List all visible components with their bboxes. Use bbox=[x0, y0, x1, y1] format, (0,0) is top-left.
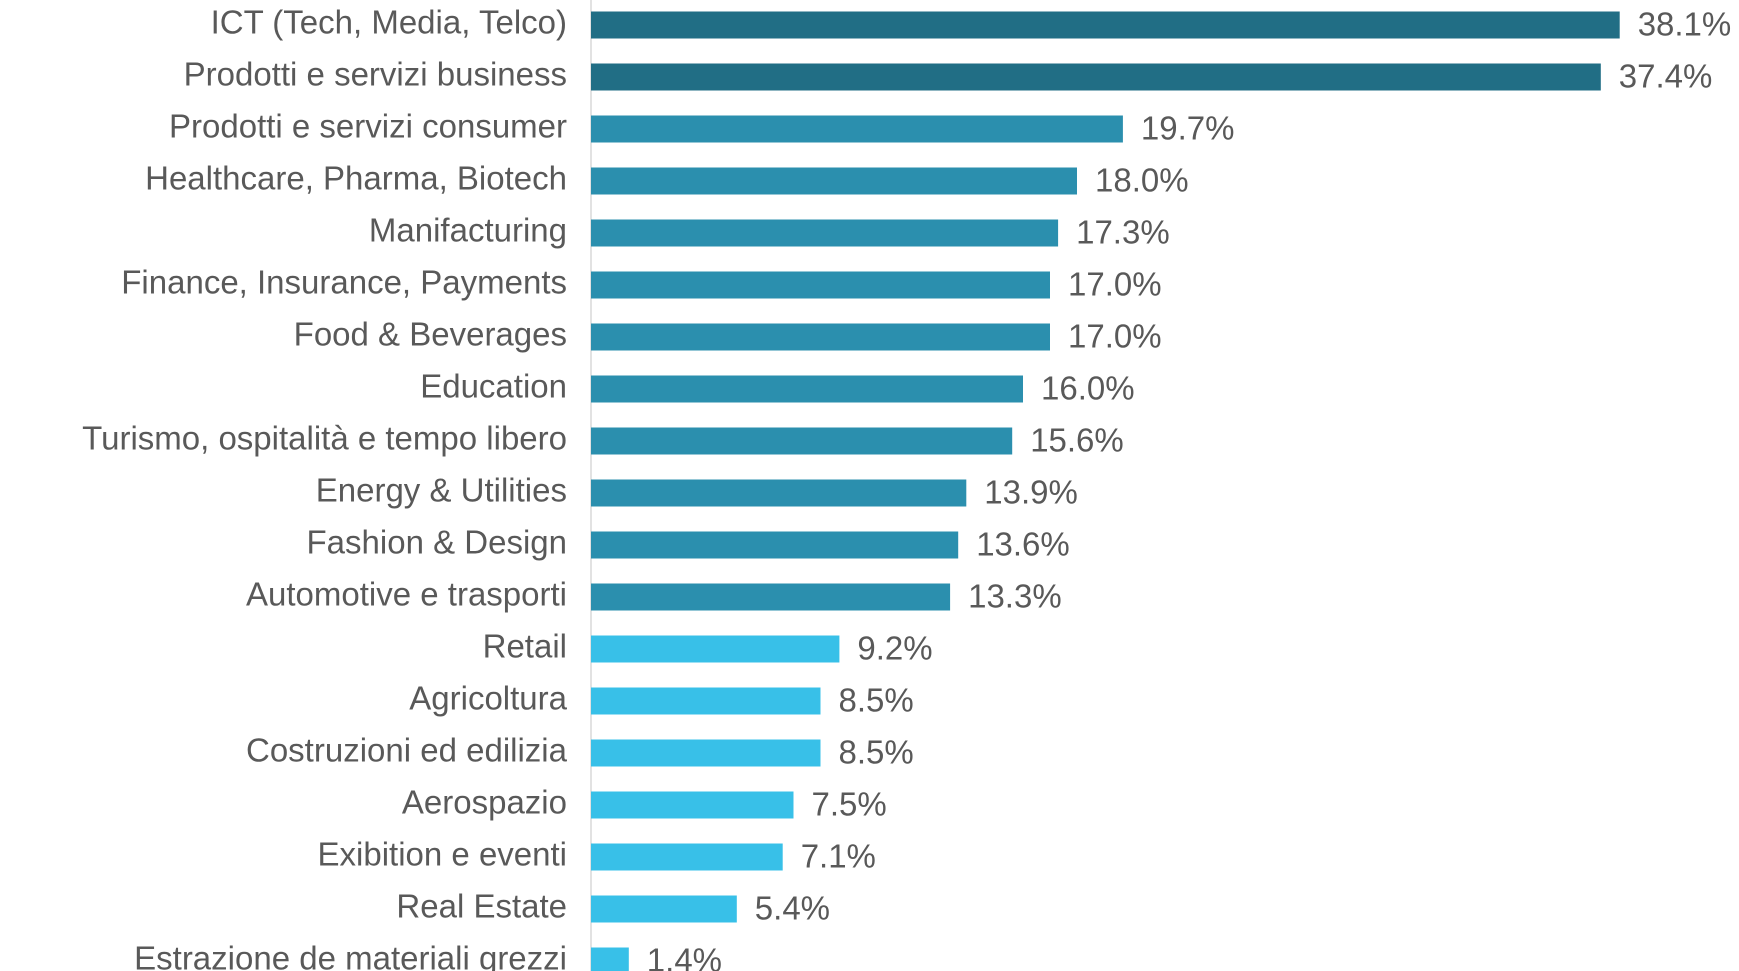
bar bbox=[591, 323, 1050, 351]
bar bbox=[591, 11, 1620, 39]
data-label: 9.2% bbox=[857, 630, 932, 667]
data-label: 7.5% bbox=[812, 786, 887, 823]
bar bbox=[591, 375, 1023, 403]
bar bbox=[591, 219, 1059, 247]
category-label: ICT (Tech, Media, Telco) bbox=[211, 4, 567, 41]
bar bbox=[591, 687, 821, 715]
data-label: 17.3% bbox=[1076, 214, 1170, 251]
bar bbox=[591, 635, 840, 663]
category-label: Costruzioni ed edilizia bbox=[246, 732, 568, 769]
bar bbox=[591, 479, 967, 507]
bar bbox=[591, 739, 821, 767]
category-label: Exibition e eventi bbox=[318, 836, 567, 873]
data-label: 37.4% bbox=[1619, 58, 1713, 95]
bar bbox=[591, 271, 1050, 299]
category-label: Estrazione de materiali grezzi bbox=[134, 940, 567, 971]
data-label: 7.1% bbox=[801, 838, 876, 875]
bar bbox=[591, 583, 951, 611]
bar bbox=[591, 427, 1013, 455]
category-label: Real Estate bbox=[396, 888, 567, 925]
bar bbox=[591, 63, 1601, 91]
category-label: Prodotti e servizi business bbox=[184, 56, 567, 93]
data-label: 17.0% bbox=[1068, 266, 1162, 303]
data-label: 13.3% bbox=[968, 578, 1062, 615]
category-label: Food & Beverages bbox=[294, 316, 567, 353]
category-label: Healthcare, Pharma, Biotech bbox=[145, 160, 567, 197]
category-label: Retail bbox=[483, 628, 567, 665]
data-label: 13.9% bbox=[984, 474, 1078, 511]
data-label: 1.4% bbox=[647, 942, 722, 971]
data-label: 19.7% bbox=[1141, 110, 1235, 147]
data-label: 8.5% bbox=[839, 734, 914, 771]
bar bbox=[591, 843, 783, 871]
category-label: Finance, Insurance, Payments bbox=[121, 264, 567, 301]
data-label: 15.6% bbox=[1030, 422, 1124, 459]
bar bbox=[591, 791, 794, 819]
data-label: 38.1% bbox=[1638, 6, 1732, 43]
category-label: Prodotti e servizi consumer bbox=[169, 108, 567, 145]
data-label: 13.6% bbox=[976, 526, 1070, 563]
bar bbox=[591, 167, 1077, 195]
data-label: 5.4% bbox=[755, 890, 830, 927]
category-label: Aerospazio bbox=[402, 784, 567, 821]
category-label: Fashion & Design bbox=[307, 524, 567, 561]
bar bbox=[591, 115, 1123, 143]
data-label: 18.0% bbox=[1095, 162, 1189, 199]
category-label: Education bbox=[420, 368, 567, 405]
data-label: 8.5% bbox=[839, 682, 914, 719]
category-label: Manifacturing bbox=[369, 212, 567, 249]
bar bbox=[591, 947, 629, 971]
category-label: Energy & Utilities bbox=[316, 472, 567, 509]
data-label: 17.0% bbox=[1068, 318, 1162, 355]
data-label: 16.0% bbox=[1041, 370, 1135, 407]
bar bbox=[591, 895, 737, 923]
category-label: Agricoltura bbox=[409, 680, 567, 717]
category-label: Automotive e trasporti bbox=[246, 576, 567, 613]
category-label: Turismo, ospitalità e tempo libero bbox=[82, 420, 567, 457]
bar bbox=[591, 531, 959, 559]
